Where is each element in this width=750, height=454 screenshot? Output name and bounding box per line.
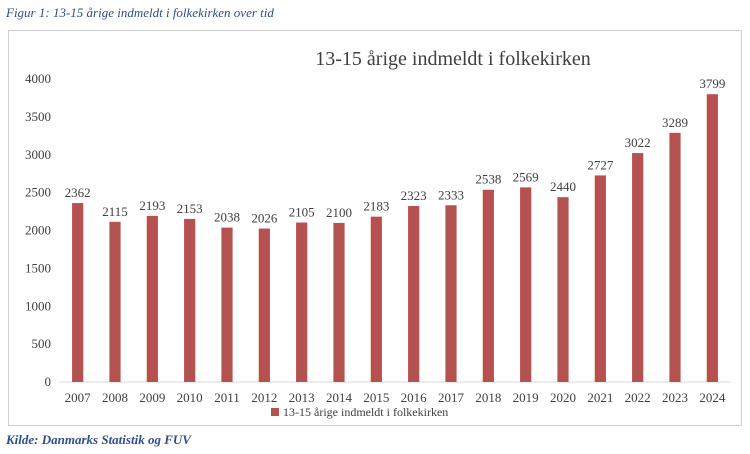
bar [296, 222, 308, 382]
bar [258, 228, 270, 382]
x-axis: 2007 2008 2009 2010 2011 2012 2013 2014 2015 2016… [65, 390, 726, 405]
x-tick-label: 2017 [438, 390, 465, 405]
y-tick-label: 1500 [25, 260, 51, 275]
bar [482, 189, 494, 382]
data-label: 2362 [65, 185, 91, 200]
x-tick-label: 2015 [363, 390, 389, 405]
data-label: 2100 [326, 205, 352, 220]
bar [408, 206, 420, 382]
x-tick-label: 2014 [326, 390, 353, 405]
y-tick-label: 3000 [25, 147, 51, 162]
data-label: 2440 [550, 179, 576, 194]
chart-frame: 13-15 årige indmeldt i folkekirken 0 500 1… [8, 30, 742, 426]
data-label: 3799 [699, 76, 725, 91]
y-axis: 0 500 1000 1500 2000 2500 3000 3500 4000 [25, 71, 731, 389]
bar [520, 187, 532, 382]
x-tick-label: 2023 [662, 390, 688, 405]
data-label: 2038 [214, 210, 240, 225]
bar [706, 94, 718, 382]
y-tick-label: 500 [32, 336, 52, 351]
data-label: 2193 [139, 198, 165, 213]
x-tick-label: 2021 [587, 390, 613, 405]
bar [184, 218, 196, 382]
bar [333, 222, 345, 382]
bar [445, 205, 457, 382]
y-tick-label: 1000 [25, 298, 51, 313]
legend-swatch [271, 408, 279, 416]
bar [669, 132, 681, 382]
data-label: 2569 [513, 169, 539, 184]
x-tick-label: 2011 [214, 390, 240, 405]
x-tick-label: 2022 [625, 390, 651, 405]
data-label: 2183 [363, 199, 389, 214]
bar [370, 216, 382, 382]
x-tick-label: 2019 [513, 390, 539, 405]
x-tick-label: 2020 [550, 390, 576, 405]
bar [632, 153, 644, 382]
data-label: 3289 [662, 115, 688, 130]
bar [594, 175, 606, 382]
data-label: 2115 [102, 204, 128, 219]
bar [221, 227, 233, 382]
x-tick-label: 2008 [102, 390, 128, 405]
data-label: 2727 [587, 157, 614, 172]
x-tick-label: 2012 [251, 390, 277, 405]
x-tick-label: 2013 [289, 390, 315, 405]
x-tick-label: 2010 [177, 390, 203, 405]
x-tick-label: 2018 [475, 390, 501, 405]
chart-title: 13-15 årige indmeldt i folkekirken [315, 48, 590, 70]
bar [109, 221, 121, 382]
x-tick-label: 2007 [65, 390, 92, 405]
data-label: 2333 [438, 187, 464, 202]
source-note: Kilde: Danmarks Statistik og FUV [6, 432, 191, 447]
figure-caption: Figur 1: 13-15 årige indmeldt i folkekir… [6, 5, 274, 20]
bar [72, 203, 84, 382]
x-tick-label: 2016 [401, 390, 428, 405]
bar [557, 197, 569, 382]
data-label: 2323 [401, 188, 427, 203]
data-label: 2153 [177, 201, 203, 216]
data-label: 2538 [475, 172, 501, 187]
data-label: 3022 [625, 135, 651, 150]
y-tick-label: 2000 [25, 223, 51, 238]
y-tick-label: 4000 [25, 71, 51, 86]
y-tick-label: 3500 [25, 109, 51, 124]
bars: 2362 2115 2193 2153 2038 2026 2105 2100 2183 2323… [65, 76, 725, 382]
y-tick-label: 2500 [25, 185, 51, 200]
x-tick-label: 2009 [139, 390, 165, 405]
data-label: 2105 [289, 205, 315, 220]
bar-chart: 13-15 årige indmeldt i folkekirken 0 500 1… [25, 48, 731, 419]
y-tick-label: 0 [45, 374, 52, 389]
legend: 13-15 årige indmeldt i folkekirken [271, 405, 448, 419]
bar [146, 215, 158, 382]
data-label: 2026 [251, 211, 278, 226]
x-tick-label: 2024 [699, 390, 726, 405]
legend-label: 13-15 årige indmeldt i folkekirken [283, 405, 448, 419]
